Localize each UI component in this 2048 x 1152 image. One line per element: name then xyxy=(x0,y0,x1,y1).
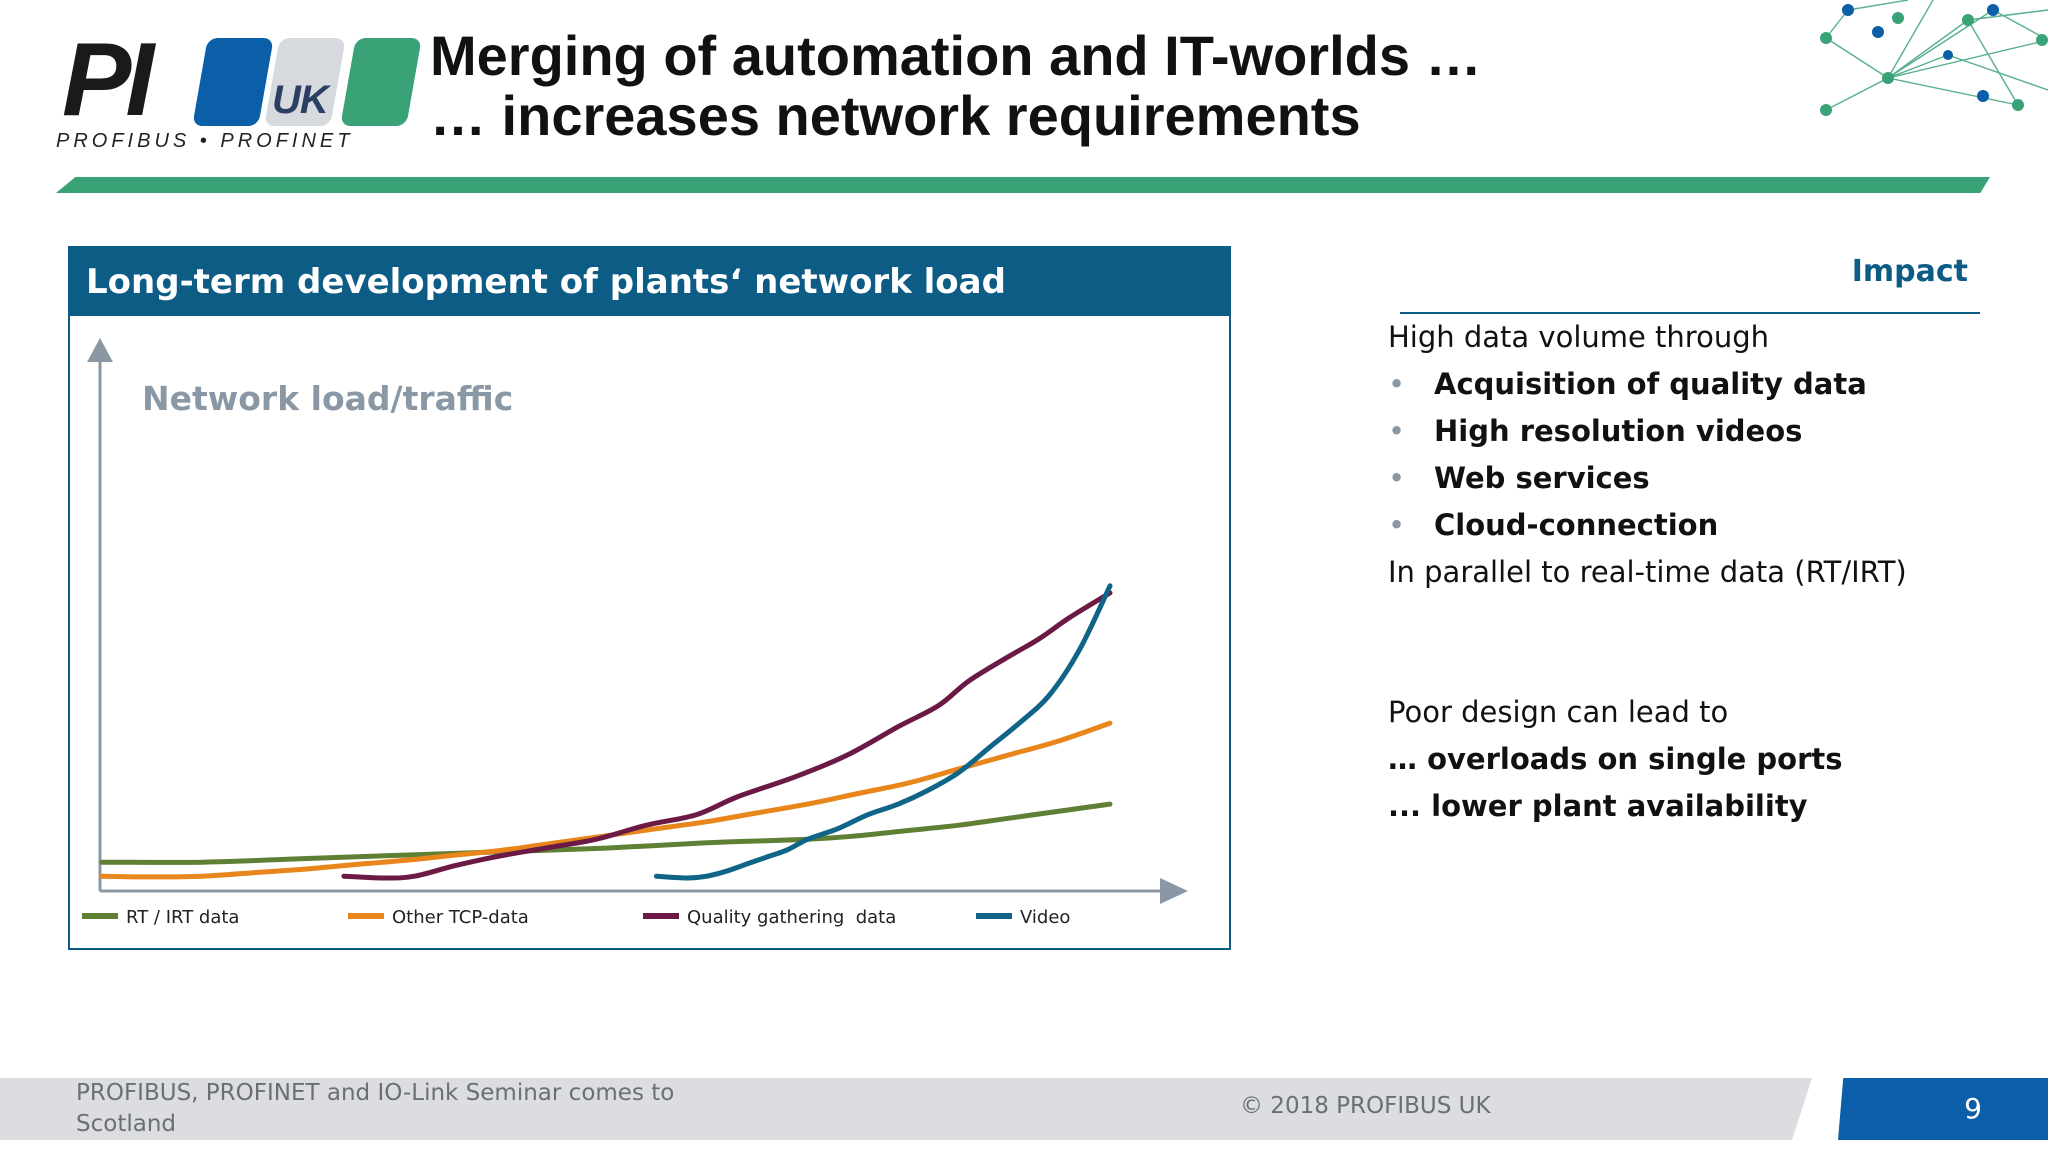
series-line-other-tcp-data xyxy=(99,720,1113,880)
slide-title-line-2: … increases network requirements xyxy=(430,84,1361,147)
impact-bullet: Acquisition of quality data xyxy=(1388,361,1907,408)
y-axis-label: Network load/traffic xyxy=(142,379,513,418)
consequence-item: ... lower plant availability xyxy=(1388,789,1808,823)
header-divider xyxy=(56,177,1990,193)
impact-parallel-note: In parallel to real-time data (RT/IRT) xyxy=(1388,555,1907,589)
page-number-box xyxy=(1838,1078,2048,1140)
impact-list: High data volume through Acquisition of … xyxy=(1388,314,1907,830)
consequence-item: … overloads on single ports xyxy=(1388,742,1843,776)
legend-label: Video xyxy=(1020,907,1070,928)
logo-green-square xyxy=(340,38,422,126)
impact-divider xyxy=(1400,312,1980,314)
legend-label: RT / IRT data xyxy=(126,907,239,928)
series-line-rt-irt-data xyxy=(99,801,1113,865)
chart-axes: Network load/traffic xyxy=(87,338,1188,904)
logo-mark: PI xyxy=(62,22,154,138)
network-load-chart: Network load/traffic RT / IRT data Other … xyxy=(82,338,1188,928)
series-line-video xyxy=(653,583,1113,881)
logo-tagline: PROFIBUS • PROFINET xyxy=(56,130,354,152)
impact-spacer xyxy=(1388,596,1907,689)
profibus-uk-logo: PI UK PROFIBUS • PROFINET xyxy=(52,22,422,160)
y-axis-arrow-icon xyxy=(87,338,113,362)
poor-design-intro: Poor design can lead to xyxy=(1388,695,1729,729)
slide-title-line-1: Merging of automation and IT-worlds … xyxy=(430,24,1482,87)
page-number: 9 xyxy=(1964,1092,1982,1125)
chart-panel: Long-term development of plants‘ network… xyxy=(68,246,1231,950)
footer-copyright: © 2018 PROFIBUS UK xyxy=(1240,1093,1491,1119)
logo-country: UK xyxy=(272,78,329,122)
chart-series xyxy=(99,583,1113,881)
footer-bar xyxy=(0,1078,1812,1140)
logo-blue-square xyxy=(192,38,274,126)
legend-label: Quality gathering data xyxy=(687,907,896,928)
series-line-quality-gathering-data xyxy=(341,590,1113,881)
impact-bullet: Cloud-connection xyxy=(1388,502,1907,549)
footer-seminar: PROFIBUS, PROFINET and IO-Link Seminar c… xyxy=(76,1080,675,1137)
network-nodes xyxy=(1820,4,2048,116)
impact-bullet: Web services xyxy=(1388,455,1907,502)
x-axis-arrow-icon xyxy=(1160,878,1188,904)
slide-title: Merging of automation and IT-worlds … … … xyxy=(430,26,1482,146)
network-graph-icon xyxy=(1820,0,2048,116)
chart-legend: RT / IRT data Other TCP-data Quality gathe… xyxy=(82,907,1070,928)
panel-title: Long-term development of plants‘ network… xyxy=(70,248,1229,316)
impact-bullet: High resolution videos xyxy=(1388,408,1907,455)
legend-label: Other TCP-data xyxy=(392,907,529,928)
impact-intro: High data volume through xyxy=(1388,320,1770,354)
impact-heading: Impact xyxy=(1851,254,1968,289)
